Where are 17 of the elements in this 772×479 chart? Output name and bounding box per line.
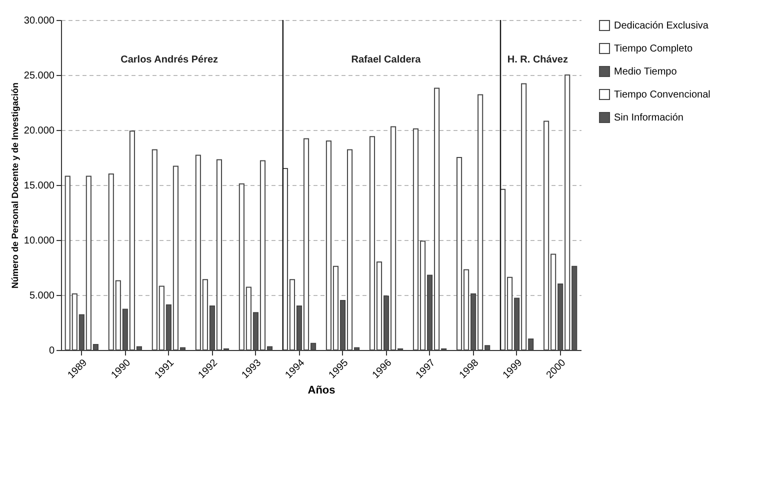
y-tick-label: 25.000 [24, 70, 55, 82]
legend-label: Sin Información [614, 112, 684, 124]
annotation: H. R. Chávez [507, 54, 568, 66]
y-tick-label: 30.000 [24, 16, 55, 26]
y-tick-label: 5.000 [29, 290, 55, 302]
y-tick-label: 0 [48, 346, 55, 356]
annotation: Carlos Andrés Pérez [120, 54, 218, 66]
y-tick-label: 10.000 [24, 236, 55, 246]
legend-label: Medio Tiempo [614, 66, 678, 78]
y-axis-title: Número de Personal Docente y de Investigación [10, 82, 20, 289]
x-axis-title: Años [308, 384, 336, 396]
y-tick-label: 20.000 [24, 126, 55, 136]
legend-label: Tiempo Completo [614, 44, 693, 54]
legend-label: Tiempo Convencional [614, 90, 710, 100]
legend-label: Dedicación Exclusiva [614, 20, 709, 32]
y-tick-label: 15.000 [24, 180, 55, 192]
annotation: Rafael Caldera [351, 54, 422, 66]
